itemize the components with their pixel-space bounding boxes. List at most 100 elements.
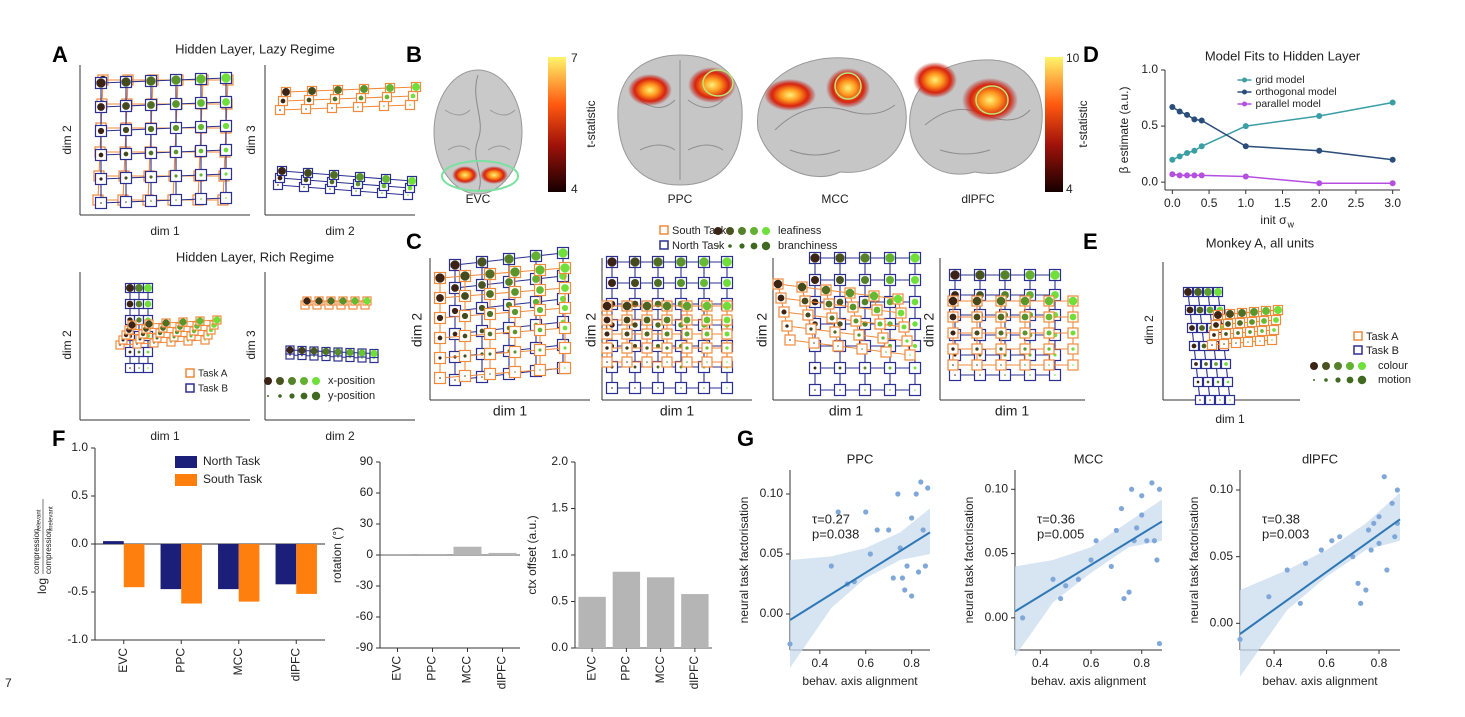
point [1337, 534, 1343, 540]
grid-dot [510, 267, 520, 277]
grid-dot [632, 322, 638, 328]
grid-link [439, 367, 566, 379]
grid-dot [1050, 270, 1060, 280]
panel-letter: E [1083, 229, 1098, 254]
grid-dot [329, 179, 335, 185]
grid-dot [910, 253, 920, 263]
grid-dot [358, 95, 364, 101]
bar [646, 577, 675, 648]
y-tick-label: -1.0 [67, 632, 88, 646]
grid-dot [1226, 310, 1234, 318]
grid-dot [836, 298, 844, 306]
point [1242, 143, 1249, 150]
grid-dot [632, 343, 638, 349]
colorbar [1045, 57, 1063, 192]
point [1126, 589, 1132, 595]
region-label: dlPFC [961, 192, 995, 206]
bar [103, 541, 124, 544]
grid-dot [703, 316, 711, 324]
grid-dot [860, 253, 870, 263]
chart-title: MCC [1074, 451, 1104, 466]
grid-dot [407, 185, 413, 191]
grid-dot [814, 389, 816, 391]
grid-dot [1023, 347, 1027, 351]
grid-dot [452, 331, 458, 337]
y-tick-label: 0.05 [760, 546, 784, 560]
point [1088, 557, 1094, 563]
point [1365, 527, 1372, 533]
y-axis-label: neural task factorisation [962, 497, 976, 624]
x-tick-label: 3.0 [1384, 196, 1401, 210]
point [867, 551, 873, 557]
grid-dot [835, 253, 845, 263]
grid-dot [97, 103, 105, 111]
grid-dot [147, 367, 149, 369]
grid-dot [833, 330, 837, 334]
point [886, 527, 892, 533]
legend-dot [1334, 362, 1342, 370]
grid-dot [886, 298, 894, 306]
grid-dot [605, 346, 609, 350]
y-axis-label: logcompressionrelevantcompressionirrelev… [32, 499, 55, 594]
grid-dot [885, 253, 895, 263]
grid-dot [909, 354, 911, 356]
point [1363, 587, 1369, 593]
grid-dot [222, 122, 230, 130]
grid-dot [435, 273, 445, 283]
grid-dot [408, 177, 416, 185]
grid-dot [196, 74, 206, 84]
grid-dot [664, 331, 670, 337]
grid-dot [838, 366, 842, 370]
grid-dot [1068, 296, 1078, 306]
x-tick-label: 0.0 [1164, 196, 1181, 210]
legend-label: parallel model [1256, 98, 1321, 110]
grid-dot [128, 321, 136, 329]
grid-dot [1212, 333, 1216, 337]
grid-dot [653, 278, 663, 288]
grid-dot [100, 202, 102, 204]
grid-dot [477, 257, 487, 267]
grid-dot [1029, 374, 1031, 376]
grid-dot [370, 349, 378, 358]
grid-dot [777, 294, 785, 302]
grid-dot [705, 346, 709, 350]
point [890, 575, 896, 581]
grid-dot [280, 98, 286, 104]
legend-dot [1335, 377, 1341, 383]
grid-dot [1226, 380, 1230, 384]
grid-dot [487, 331, 493, 337]
legend-label: Task A [1366, 331, 1399, 343]
grid-dot [225, 197, 227, 199]
chart-title: Model Fits to Hidden Layer [1205, 48, 1361, 63]
legend-label: motion [1378, 374, 1411, 386]
grid-dot [330, 171, 338, 179]
legend-dot [311, 391, 321, 401]
grid-dot [1022, 330, 1028, 336]
grid-dot [173, 149, 179, 155]
legend-dot [278, 394, 282, 398]
grid-dot [835, 275, 845, 285]
y-tick-label: 0.05 [1210, 549, 1234, 563]
grid-dot [857, 333, 861, 337]
panel-title: Hidden Layer, Lazy Regime [175, 41, 335, 56]
axis-label: dim 2 [1142, 315, 1156, 345]
grid-dot [384, 94, 390, 100]
grid-dot [383, 105, 385, 107]
x-tick-label: 2.5 [1348, 196, 1365, 210]
grid-dot [821, 285, 831, 295]
grid-dot [282, 88, 290, 96]
point [899, 575, 906, 581]
grid-dot [699, 257, 709, 267]
grid-dot [809, 327, 813, 331]
grid-dot [912, 321, 918, 327]
legend-swatch [175, 474, 197, 486]
grid-dot [813, 342, 815, 344]
grid-dot [684, 331, 690, 337]
x-tick-label: PPC [173, 648, 187, 673]
grid-dot [913, 366, 917, 370]
grid-dot [606, 361, 608, 363]
legend-dot [738, 227, 746, 235]
grid-dot [996, 296, 1006, 306]
legend-dot [289, 393, 295, 399]
